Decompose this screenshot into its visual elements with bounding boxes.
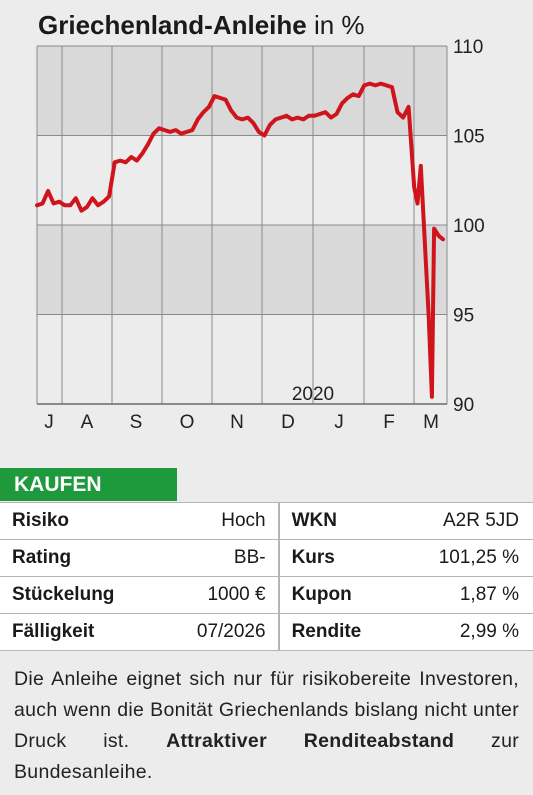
table-row: Stückelung 1000 € Kupon 1,87 %	[0, 576, 533, 614]
chart-title: Griechenland-Anleihe in %	[38, 10, 365, 41]
description-text: Die Anleihe eignet sich nur für risikobe…	[14, 664, 519, 788]
chart-year-label: 2020	[292, 384, 334, 405]
description-body: Die Anleihe eignet sich nur für risikobe…	[14, 668, 519, 752]
fact-value: 07/2026	[160, 613, 280, 651]
fact-key: Rendite	[278, 613, 399, 651]
fact-key: Rating	[0, 539, 160, 577]
chart-title-unit: in %	[313, 10, 365, 40]
x-tick-label: N	[230, 412, 244, 433]
y-tick-label: 100	[453, 216, 485, 237]
description-highlight: Attraktiver Renditeabstand	[166, 730, 455, 752]
chart-bands	[37, 46, 447, 315]
fact-value: A2R 5JD	[398, 503, 533, 540]
fact-key: WKN	[278, 503, 399, 540]
x-tick-label: J	[44, 412, 54, 433]
facts-table: Risiko Hoch WKN A2R 5JD Rating BB- Kurs …	[0, 503, 533, 651]
description-tail: zur Bundesanleihe.	[14, 730, 520, 783]
chart-title-main: Griechenland-Anleihe	[38, 10, 307, 40]
x-tick-label: O	[180, 412, 195, 433]
fact-key: Risiko	[0, 503, 160, 540]
fact-value: Hoch	[160, 503, 280, 540]
y-tick-label: 95	[453, 306, 474, 327]
fact-value: 101,25 %	[398, 539, 533, 577]
series-line	[35, 81, 445, 399]
x-tick-label: S	[130, 412, 143, 433]
fact-value: 1,87 %	[398, 576, 533, 614]
fact-key: Kupon	[278, 576, 399, 614]
table-row: Fälligkeit 07/2026 Rendite 2,99 %	[0, 613, 533, 651]
fact-value: BB-	[160, 539, 280, 577]
chart-band	[37, 46, 447, 136]
chart-y-ticks: 110 105 100 95 90	[453, 37, 485, 416]
x-tick-label: J	[334, 412, 344, 433]
table-row: Risiko Hoch WKN A2R 5JD	[0, 503, 533, 540]
x-tick-label: D	[281, 412, 295, 433]
chart-band	[37, 225, 447, 315]
bond-price-chart: 110 105 100 95 90 J A S O N D J F M 2020	[35, 37, 485, 433]
fact-key: Stückelung	[0, 576, 160, 614]
x-tick-label: F	[383, 412, 395, 433]
fact-key: Fälligkeit	[0, 613, 160, 651]
x-tick-label: A	[81, 412, 94, 433]
x-tick-label: M	[423, 412, 439, 433]
fact-key: Kurs	[278, 539, 399, 577]
y-tick-label: 90	[453, 395, 474, 416]
y-tick-label: 105	[453, 127, 485, 148]
table-row: Rating BB- Kurs 101,25 %	[0, 539, 533, 577]
kaufen-badge: KAUFEN	[0, 468, 177, 501]
fact-value: 1000 €	[160, 576, 280, 614]
fact-value: 2,99 %	[398, 613, 533, 651]
chart-horizontal-grid	[37, 45, 447, 405]
y-tick-label: 110	[453, 37, 483, 58]
